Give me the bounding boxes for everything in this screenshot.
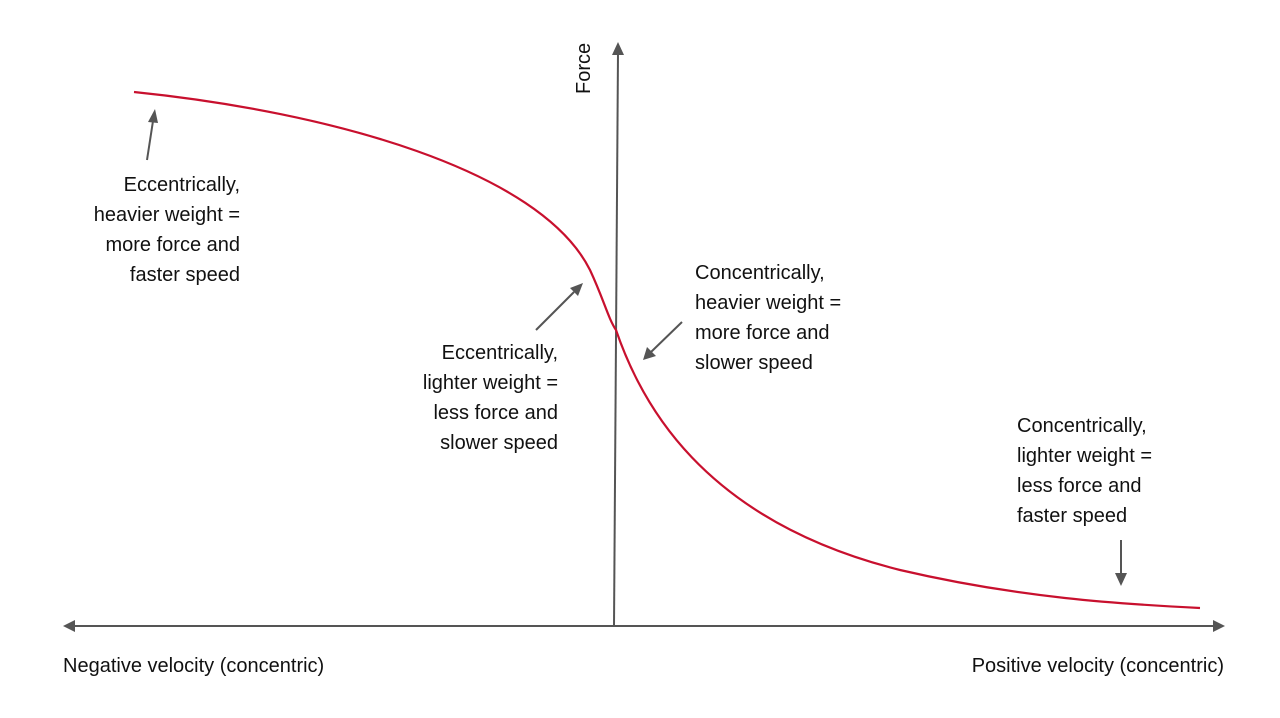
x-axis-left-arrowhead <box>63 620 75 632</box>
con-heavy-arrow <box>650 321 683 353</box>
x-axis-right-arrowhead <box>1213 620 1225 632</box>
annotation-concentric-heavier: Concentrically, heavier weight = more fo… <box>695 262 842 374</box>
force-velocity-curve <box>133 90 1201 610</box>
con-light-arrowhead <box>1115 573 1127 586</box>
y-axis-arrowhead <box>612 42 624 55</box>
x-axis-left-label: Negative velocity (concentric) <box>63 655 325 677</box>
ecc-heavy-arrow <box>146 120 154 161</box>
ecc-light-arrowhead <box>570 283 583 296</box>
ecc-heavy-arrowhead <box>148 109 158 123</box>
annotation-concentric-lighter: Concentrically, lighter weight = less fo… <box>1017 415 1153 527</box>
x-axis-right-label: Positive velocity (concentric) <box>971 655 1224 677</box>
y-axis-label: Force <box>573 42 595 94</box>
y-axis-line <box>613 51 619 627</box>
ecc-light-arrow <box>535 291 575 331</box>
con-heavy-arrowhead <box>643 347 656 360</box>
annotation-eccentric-lighter: Eccentrically, lighter weight = less for… <box>422 342 558 454</box>
annotation-eccentric-heavier: Eccentrically, heavier weight = more for… <box>93 174 240 286</box>
